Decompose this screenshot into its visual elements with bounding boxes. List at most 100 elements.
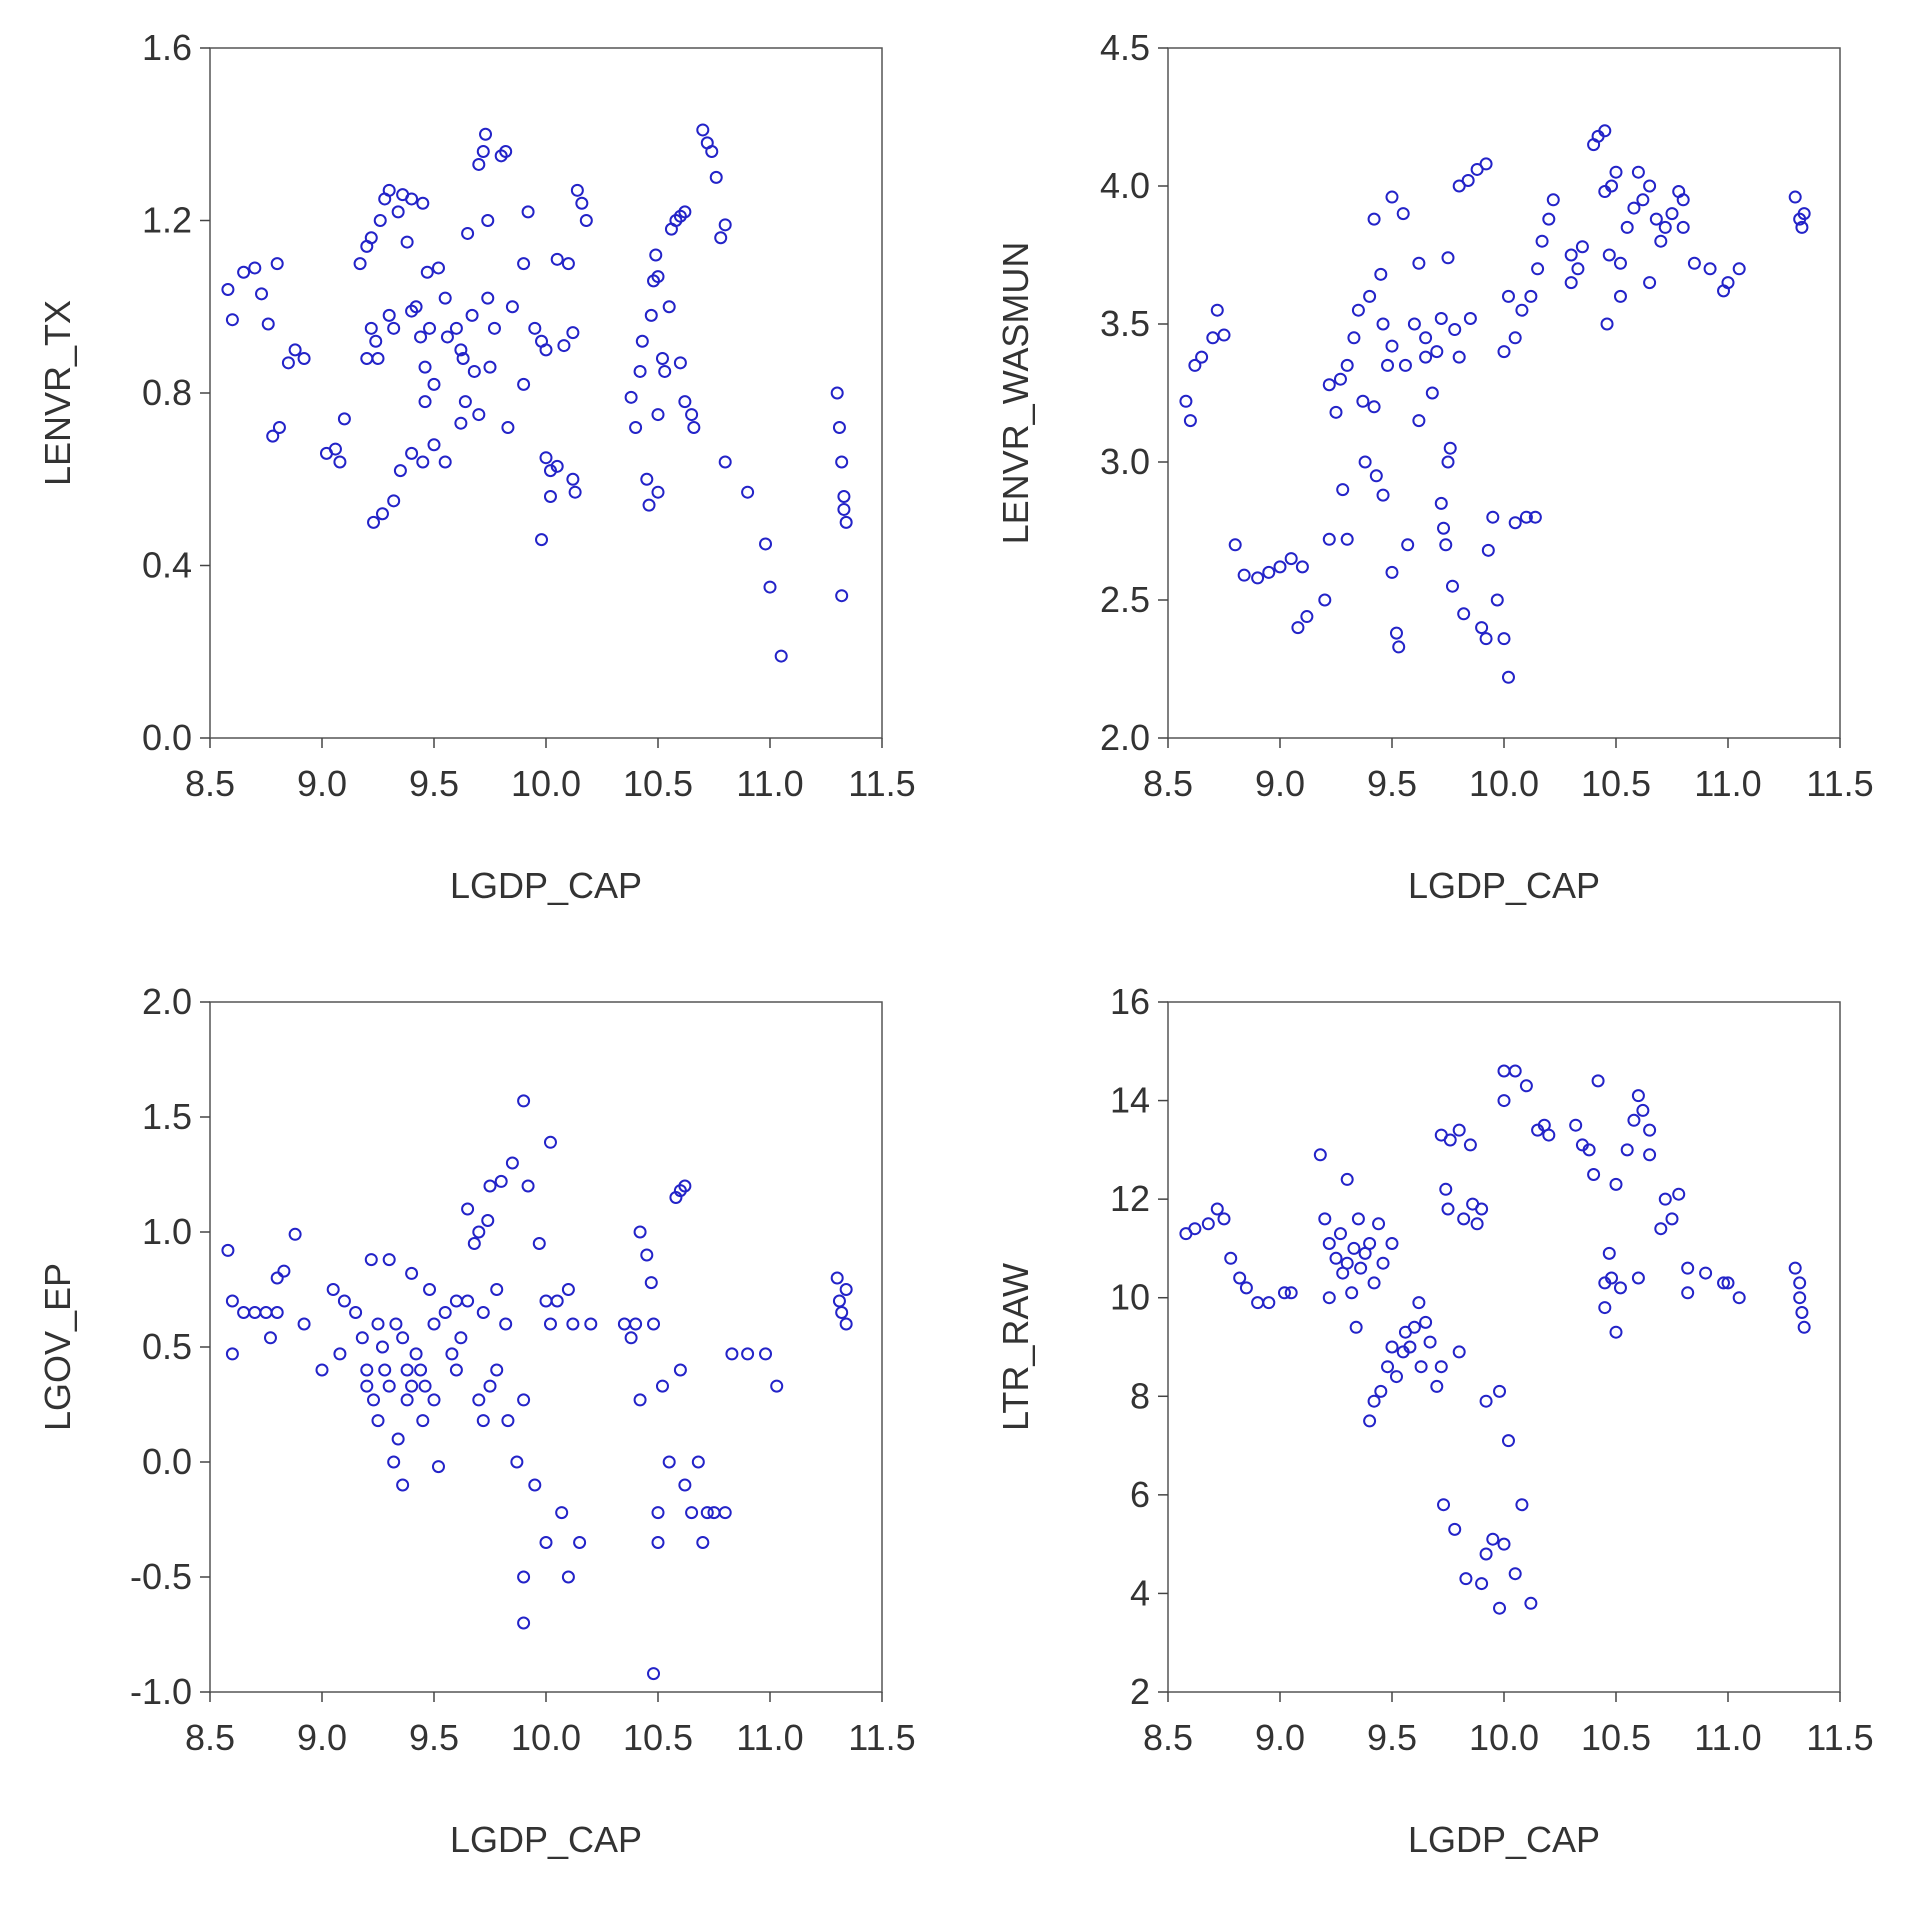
scatter-point [1381, 358, 1395, 372]
scatter-point [1367, 1276, 1381, 1290]
scatter-point [1452, 350, 1466, 364]
scatter-point [449, 1294, 463, 1308]
scatter-point [1419, 1315, 1433, 1329]
scatter-point [367, 1393, 381, 1407]
scatter-point [1470, 162, 1484, 176]
x-tick-label: 11.5 [848, 763, 915, 804]
scatter-point [1605, 1271, 1619, 1285]
scatter-point [481, 214, 495, 227]
scatter-point [414, 1363, 428, 1377]
scatter-point [1643, 1148, 1657, 1162]
scatter-point [225, 313, 239, 327]
scatter-point [579, 214, 593, 227]
y-tick-label: 0.4 [142, 545, 192, 586]
scatter-point [1441, 251, 1455, 265]
scatter-point [517, 1570, 531, 1584]
scatter-point [830, 386, 844, 400]
scatter-point [517, 257, 531, 271]
scatter-point [1441, 455, 1455, 469]
scatter-point [550, 459, 564, 473]
scatter-point [570, 183, 584, 197]
scatter-point [691, 1455, 705, 1469]
scatter-point [1291, 621, 1305, 635]
scatter-point [1210, 1202, 1224, 1216]
scatter-point [1627, 1113, 1641, 1127]
scatter-point [1452, 179, 1466, 193]
x-tick-label: 10.0 [1469, 1717, 1539, 1758]
scatter-point [501, 421, 515, 434]
x-tick-label: 9.0 [1255, 1717, 1305, 1758]
scatter-point [461, 1294, 475, 1308]
scatter-point [1609, 165, 1623, 179]
scatter-point [561, 1570, 575, 1584]
scatter-point [416, 196, 430, 210]
scatter-point [1372, 1217, 1386, 1231]
scatter-point [741, 1347, 755, 1361]
scatter-point [1206, 331, 1220, 345]
scatter-point [1195, 350, 1209, 364]
scatter-point [763, 580, 777, 594]
scatter-point [387, 321, 401, 335]
scatter-point [568, 485, 582, 499]
scatter-point [1363, 1414, 1377, 1428]
scatter-point [483, 1179, 497, 1193]
scatter-point [1665, 1212, 1679, 1226]
scatter-point [261, 317, 275, 331]
scatter-point [420, 265, 434, 279]
scatter-point [454, 343, 468, 357]
y-tick-label: -0.5 [130, 1556, 192, 1597]
scatter-point [1721, 276, 1735, 290]
scatter-point [449, 1363, 463, 1377]
scatter-point [221, 283, 235, 296]
scatter-point [651, 1536, 665, 1549]
scatter-point [472, 408, 486, 422]
y-axis-label: LENVR_WASMUN [995, 242, 1036, 545]
scatter-point [1676, 220, 1690, 234]
scatter-point [1795, 220, 1809, 234]
scatter-point [387, 1455, 401, 1469]
scatter-point [1497, 1094, 1511, 1108]
scatter-point [649, 248, 663, 262]
scatter-point [1587, 1168, 1601, 1181]
scatter-point [629, 1317, 643, 1331]
scatter-point [1452, 1345, 1466, 1359]
scatter-point [1251, 1296, 1265, 1310]
scatter-point [458, 395, 472, 409]
scatter-point [528, 1478, 542, 1492]
scatter-point [1508, 1064, 1522, 1078]
scatter-point [1351, 1212, 1365, 1226]
scatter-point [1340, 358, 1354, 372]
scatter-point [555, 1506, 569, 1520]
scatter-point [1508, 331, 1522, 345]
scatter-point [1349, 1320, 1363, 1334]
scatter-point [1403, 1340, 1417, 1354]
scatter-point [1631, 165, 1645, 179]
scatter-point [1385, 1340, 1399, 1354]
scatter-point [584, 1317, 598, 1331]
scatter-point [1329, 1251, 1343, 1265]
x-tick-label: 8.5 [185, 1717, 235, 1758]
scatter-point [561, 1283, 575, 1296]
scatter-point [479, 127, 493, 141]
scatter-point [1437, 521, 1451, 535]
scatter-points [221, 123, 853, 663]
scatter-point [1363, 289, 1377, 303]
scatter-point [839, 1283, 853, 1296]
scatter-point [528, 321, 542, 335]
scatter-point [1347, 1241, 1361, 1255]
scatter-point [539, 1536, 553, 1549]
scatter-point [1613, 256, 1627, 270]
scatter-point [1376, 488, 1390, 502]
x-axis-label: LGDP_CAP [1408, 865, 1600, 906]
scatter-point [624, 390, 638, 404]
scatter-point [1430, 345, 1444, 359]
scatter-point [517, 1616, 531, 1630]
scatter-point [483, 360, 497, 374]
y-tick-label: 6 [1130, 1474, 1150, 1515]
scatter-point [566, 1317, 580, 1331]
scatter-point [550, 1294, 564, 1308]
scatter-point [1313, 1148, 1327, 1162]
scatter-point [427, 438, 441, 452]
scatter-point [774, 649, 788, 663]
scatter-point [1273, 560, 1287, 574]
